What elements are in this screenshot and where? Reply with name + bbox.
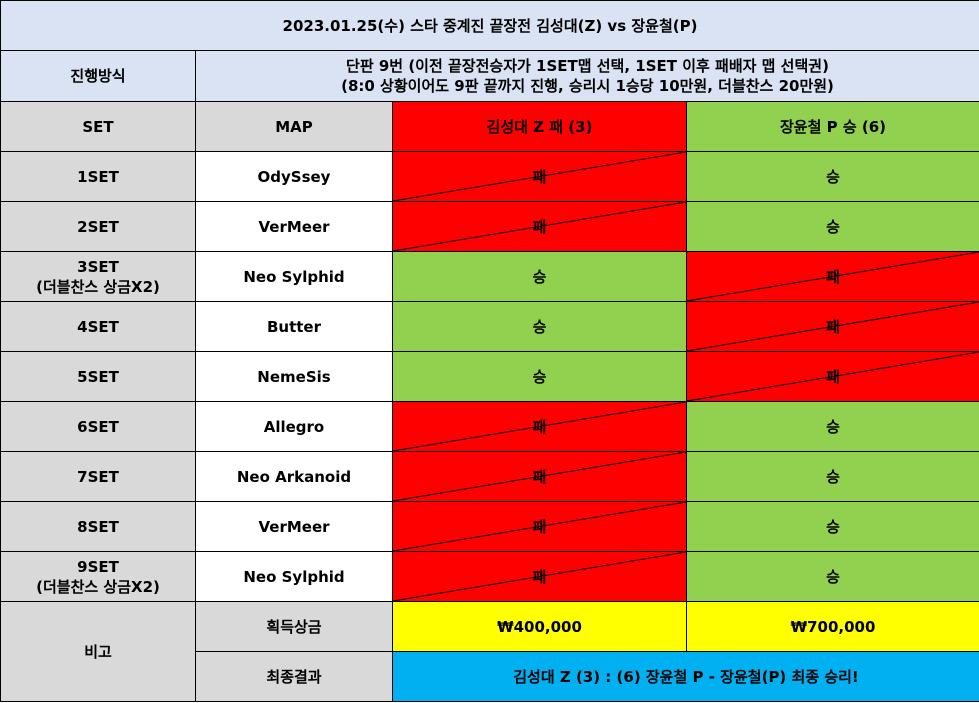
player1-result-cell: 패 <box>392 501 687 552</box>
set-row: 8SET VerMeer 패 승 <box>0 501 979 552</box>
player1-result-cell: 패 <box>392 551 687 602</box>
player1-result-cell: 승 <box>392 301 687 352</box>
set-number: 6SET <box>77 417 119 436</box>
method-line-1: 단판 9번 (이전 끝장전승자가 1SET맵 선택, 1SET 이후 패배자 맵… <box>346 57 829 75</box>
set-cell: 8SET <box>0 501 196 552</box>
result-text: 패 <box>532 467 547 486</box>
map-name: Neo Sylphid <box>195 251 393 302</box>
set-row: 7SET Neo Arkanoid 패 승 <box>0 451 979 502</box>
column-header-row: SET MAP 김성대 Z 패 (3) 장윤철 P 승 (6) <box>0 101 979 152</box>
player1-result-cell: 패 <box>392 401 687 452</box>
set-row: 9SET (더블찬스 상금X2) Neo Sylphid 패 승 <box>0 551 979 602</box>
player1-result-cell: 승 <box>392 251 687 302</box>
prize-player2: ₩700,000 <box>686 601 979 652</box>
prize-row: 비고 획득상금 ₩400,000 ₩700,000 <box>0 601 979 702</box>
method-description: 단판 9번 (이전 끝장전승자가 1SET맵 선택, 1SET 이후 패배자 맵… <box>195 50 979 102</box>
map-name: Butter <box>195 301 393 352</box>
player2-result-cell: 승 <box>686 201 979 252</box>
result-text: 패 <box>532 517 547 536</box>
set-note: (더블찬스 상금X2) <box>36 277 160 296</box>
player2-result-cell: 승 <box>686 151 979 202</box>
player1-column-header: 김성대 Z 패 (3) <box>392 101 687 152</box>
set-cell: 3SET (더블찬스 상금X2) <box>0 251 196 302</box>
set-cell: 5SET <box>0 351 196 402</box>
prize-player1: ₩400,000 <box>392 601 687 652</box>
set-cell: 1SET <box>0 151 196 202</box>
method-line-2: (8:0 상황이어도 9판 끝까지 진행, 승리시 1승당 10만원, 더블찬스… <box>341 77 834 95</box>
set-cell: 6SET <box>0 401 196 452</box>
set-column-header: SET <box>0 101 196 152</box>
set-note: (더블찬스 상금X2) <box>36 577 160 596</box>
player2-result-cell: 패 <box>686 251 979 302</box>
result-text: 승 <box>826 417 840 436</box>
player1-result-cell: 패 <box>392 451 687 502</box>
player2-column-header: 장윤철 P 승 (6) <box>686 101 979 152</box>
set-number: 5SET <box>77 367 119 386</box>
result-text: 패 <box>532 167 547 186</box>
result-text: 패 <box>826 267 840 286</box>
set-number: 7SET <box>77 467 119 486</box>
remarks-label: 비고 <box>0 601 196 702</box>
result-label: 최종결과 <box>195 651 393 702</box>
player2-result-cell: 승 <box>686 501 979 552</box>
set-number: 2SET <box>77 217 119 236</box>
final-result: 김성대 Z (3) : (6) 장윤철 P - 장윤철(P) 최종 승리! <box>392 651 979 702</box>
map-name: Neo Sylphid <box>195 551 393 602</box>
page-title: 2023.01.25(수) 스타 중계진 끝장전 김성대(Z) vs 장윤철(P… <box>0 0 979 51</box>
prize-label: 획득상금 <box>195 601 393 652</box>
set-cell: 4SET <box>0 301 196 352</box>
set-cell: 9SET (더블찬스 상금X2) <box>0 551 196 602</box>
map-name: Neo Arkanoid <box>195 451 393 502</box>
result-row: 최종결과 김성대 Z (3) : (6) 장윤철 P - 장윤철(P) 최종 승… <box>1 651 979 702</box>
result-text: 승 <box>826 217 840 236</box>
set-row: 1SET OdySsey 패 승 <box>0 151 979 202</box>
result-text: 승 <box>532 367 547 386</box>
method-row: 진행방식 단판 9번 (이전 끝장전승자가 1SET맵 선택, 1SET 이후 … <box>0 50 979 102</box>
method-label: 진행방식 <box>0 50 196 102</box>
title-row: 2023.01.25(수) 스타 중계진 끝장전 김성대(Z) vs 장윤철(P… <box>0 0 979 51</box>
player1-result-cell: 패 <box>392 201 687 252</box>
player1-result-cell: 패 <box>392 151 687 202</box>
set-row: 4SET Butter 승 패 <box>0 301 979 352</box>
set-cell: 2SET <box>0 201 196 252</box>
set-number: 9SET <box>77 557 119 576</box>
result-text: 패 <box>826 367 840 386</box>
result-text: 승 <box>826 517 840 536</box>
set-cell: 7SET <box>0 451 196 502</box>
set-rows: 1SET OdySsey 패 승 2SET VerMeer 패 승 3SET (더블찬스 상금X2… <box>0 151 979 602</box>
result-text: 패 <box>532 217 547 236</box>
map-column-header: MAP <box>195 101 393 152</box>
player2-result-cell: 패 <box>686 351 979 402</box>
map-name: VerMeer <box>195 201 393 252</box>
set-number: 8SET <box>77 517 119 536</box>
set-row: 2SET VerMeer 패 승 <box>0 201 979 252</box>
result-text: 패 <box>826 317 840 336</box>
result-text: 승 <box>826 567 840 586</box>
set-row: 6SET Allegro 패 승 <box>0 401 979 452</box>
map-name: NemeSis <box>195 351 393 402</box>
player2-result-cell: 패 <box>686 301 979 352</box>
result-text: 승 <box>532 317 547 336</box>
result-text: 승 <box>826 167 840 186</box>
map-name: VerMeer <box>195 501 393 552</box>
set-number: 1SET <box>77 167 119 186</box>
set-row: 3SET (더블찬스 상금X2) Neo Sylphid 승 패 <box>0 251 979 302</box>
player1-result-cell: 승 <box>392 351 687 402</box>
map-name: Allegro <box>195 401 393 452</box>
result-text: 패 <box>532 417 547 436</box>
set-number: 3SET <box>77 257 119 276</box>
result-text: 승 <box>532 267 547 286</box>
player2-result-cell: 승 <box>686 401 979 452</box>
player2-result-cell: 승 <box>686 551 979 602</box>
set-number: 4SET <box>77 317 119 336</box>
player2-result-cell: 승 <box>686 451 979 502</box>
map-name: OdySsey <box>195 151 393 202</box>
result-text: 패 <box>532 567 547 586</box>
result-text: 승 <box>826 467 840 486</box>
set-row: 5SET NemeSis 승 패 <box>0 351 979 402</box>
